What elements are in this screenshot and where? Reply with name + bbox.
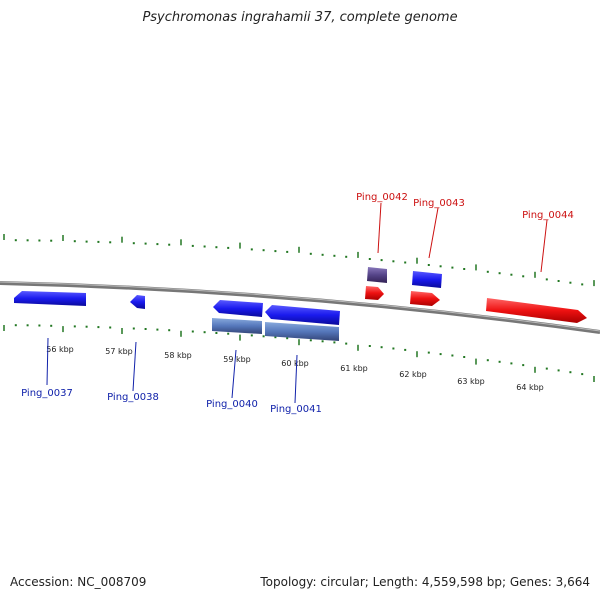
scale-label: 57 kbp xyxy=(105,347,133,356)
scale-label: 60 kbp xyxy=(281,359,309,368)
gene-ping-0042-feature[interactable] xyxy=(367,267,387,283)
scale-label: 58 kbp xyxy=(164,351,192,360)
gene-label-ping-0044[interactable]: Ping_0044 xyxy=(522,210,574,221)
callouts-top xyxy=(377,202,548,273)
gene-label-ping-0041[interactable]: Ping_0041 xyxy=(270,404,322,415)
gene-ping-0043[interactable] xyxy=(410,291,440,306)
rna-genes xyxy=(212,318,339,341)
genome-stats-text: Topology: circular; Length: 4,559,598 bp… xyxy=(260,575,590,589)
gene-ping-0043-reverse[interactable] xyxy=(412,271,442,288)
scale-label: 56 kbp xyxy=(46,345,74,354)
scale-label: 64 kbp xyxy=(516,383,544,392)
gene-ping-0041[interactable] xyxy=(265,305,340,325)
figure-title: Psychromonas ingrahamii 37, complete gen… xyxy=(142,10,458,25)
scale-labels: 56 kbp 57 kbp 58 kbp 59 kbp 60 kbp 61 kb… xyxy=(46,345,544,392)
accession-text: Accession: NC_008709 xyxy=(10,575,147,589)
gene-ping-0044[interactable] xyxy=(486,298,587,323)
genome-backbone xyxy=(0,281,600,334)
scale-ticks-top xyxy=(3,234,595,287)
gene-label-ping-0040[interactable]: Ping_0040 xyxy=(206,399,258,410)
scale-label: 62 kbp xyxy=(399,370,427,379)
gene-label-ping-0042[interactable]: Ping_0042 xyxy=(356,192,408,203)
scale-label: 59 kbp xyxy=(223,355,251,364)
scale-label: 61 kbp xyxy=(340,364,368,373)
forward-genes xyxy=(365,286,587,323)
gene-label-ping-0043[interactable]: Ping_0043 xyxy=(413,198,465,209)
rna-ping-0041[interactable] xyxy=(265,322,339,341)
gene-ping-0037[interactable] xyxy=(14,291,86,306)
scale-ticks-bottom xyxy=(3,324,595,382)
gene-label-ping-0038[interactable]: Ping_0038 xyxy=(107,392,159,403)
rna-ping-0040[interactable] xyxy=(212,318,262,334)
gene-ping-0038[interactable] xyxy=(130,295,145,309)
callouts-bottom xyxy=(46,337,298,404)
gene-ping-0042[interactable] xyxy=(365,286,384,300)
reverse-genes xyxy=(14,291,340,325)
gene-label-ping-0037[interactable]: Ping_0037 xyxy=(21,388,73,399)
gene-ping-0040[interactable] xyxy=(213,300,263,317)
scale-label: 63 kbp xyxy=(457,377,485,386)
